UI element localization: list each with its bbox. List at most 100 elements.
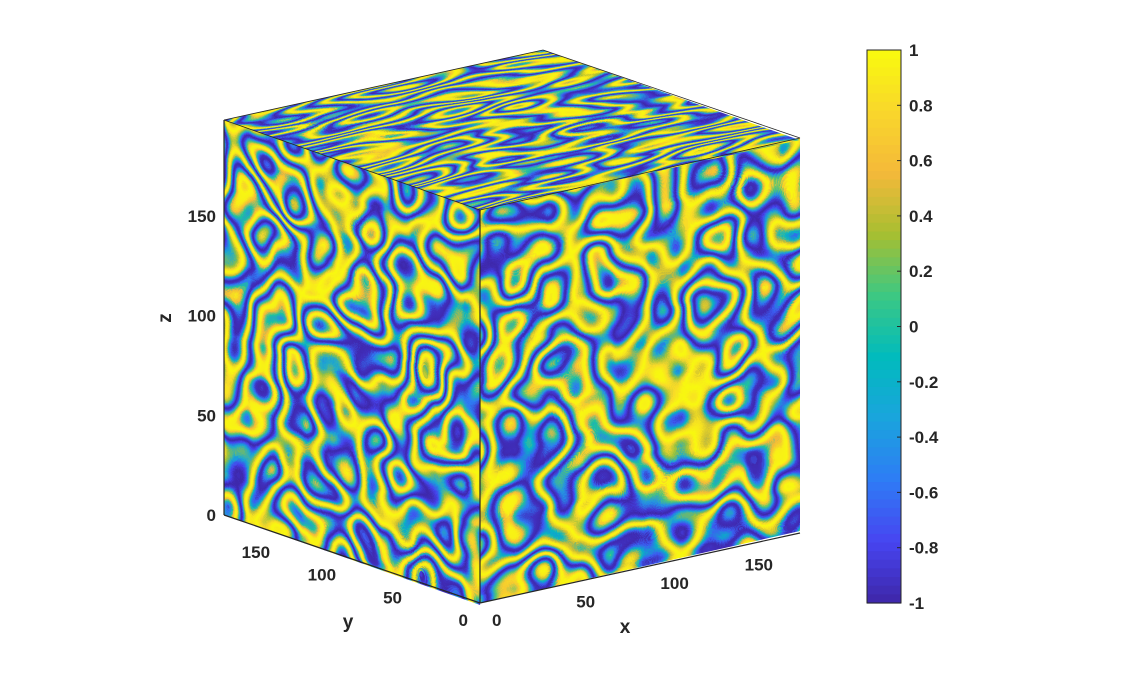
colorbar-swatch [867, 266, 901, 276]
colorbar-swatch [867, 67, 901, 77]
colorbar-swatch [867, 110, 901, 120]
colorbar-swatch [867, 343, 901, 354]
x-tick-label: 100 [660, 574, 688, 593]
colorbar-swatch [867, 50, 901, 60]
colorbar-swatch [867, 525, 901, 535]
y-tick-label: 100 [308, 566, 336, 585]
z-tick-label: 100 [188, 307, 216, 326]
colorbar-swatch [867, 352, 901, 362]
colorbar-swatch [867, 127, 901, 138]
colorbar-swatch [867, 335, 901, 345]
face-top-z [224, 49, 800, 210]
colorbar-swatch [867, 179, 901, 189]
y-tick-label: 150 [242, 543, 270, 562]
colorbar-swatch [867, 75, 901, 86]
colorbar-swatch [867, 499, 901, 509]
colorbar: 1 0.8 0.6 0.4 0.2 0 -0.2 -0.4 -0.6 -0.8 -1 [866, 41, 939, 613]
colorbar-tick-label: 1 [909, 41, 918, 60]
colorbar-swatch [867, 369, 901, 379]
colorbar-swatch [867, 309, 901, 319]
colorbar-swatch [867, 421, 901, 431]
colorbar-tick-label: -0.2 [909, 373, 938, 392]
colorbar-swatch [867, 291, 901, 302]
colorbar-swatch [867, 170, 901, 181]
colorbar-swatch [867, 386, 901, 397]
y-tick-label: 50 [383, 588, 402, 607]
z-tick-label: 50 [197, 406, 216, 425]
x-tick-label: 50 [576, 593, 595, 612]
colorbar-swatch [867, 240, 901, 250]
cube-edge [223, 119, 481, 211]
colorbar-swatch [867, 188, 901, 198]
colorbar-swatch [867, 551, 901, 561]
colorbar-tick-label: -0.8 [909, 539, 938, 558]
cube-edge [223, 49, 544, 121]
y-axis-label: y [343, 612, 354, 633]
cube-edge [479, 137, 801, 211]
colorbar-tick-label: -0.6 [909, 483, 938, 502]
colorbar-swatch [867, 93, 901, 103]
colorbar-swatch [867, 577, 901, 587]
cube-edge [223, 514, 481, 604]
colorbar-swatch [867, 84, 901, 94]
colorbar-swatch [867, 456, 901, 466]
axis-ticks: 0 50 100 150 0 50 100 150 0 50 100 150 [188, 207, 773, 630]
colorbar-swatch [867, 464, 901, 474]
colorbar-swatch [867, 507, 901, 518]
cube-edges [223, 49, 801, 604]
colorbar-swatch [867, 283, 901, 293]
colorbar-swatch [867, 533, 901, 544]
colorbar-swatch [867, 153, 901, 163]
colorbar-swatch [867, 568, 901, 578]
face-left-y [224, 120, 481, 606]
colorbar-swatch [867, 490, 901, 500]
colorbar-swatch [867, 395, 901, 405]
colorbar-tick-label: 0.8 [909, 96, 933, 115]
y-tick-label: 0 [459, 611, 468, 630]
colorbar-swatch [867, 274, 901, 284]
colorbar-swatch [867, 447, 901, 457]
colorbar-tick-label: -1 [909, 594, 924, 613]
colorbar-swatch [867, 257, 901, 267]
colorbar-tick-label: 0.6 [909, 152, 933, 171]
colorbar-swatch [867, 585, 901, 595]
colorbar-swatch [867, 326, 901, 336]
z-axis-label: z [155, 313, 176, 323]
colorbar-swatch [867, 248, 901, 258]
colorbar-swatch [867, 412, 901, 423]
colorbar-swatch [867, 378, 901, 388]
colorbar-swatch [867, 516, 901, 526]
z-tick-label: 150 [188, 207, 216, 226]
cube-faces [224, 49, 801, 606]
colorbar-swatch [867, 145, 901, 155]
colorbar-swatch [867, 222, 901, 233]
colorbar-swatch [867, 196, 901, 207]
colorbar-swatch [867, 119, 901, 129]
cube-edge [542, 49, 801, 139]
colorbar-swatch [867, 542, 901, 552]
colorbar-swatch [867, 404, 901, 414]
colorbar-swatch [867, 231, 901, 241]
z-tick-label: 0 [207, 506, 216, 525]
colorbar-swatch [867, 438, 901, 449]
colorbar-swatch [867, 430, 901, 440]
face-right-x [480, 137, 801, 604]
cube-edge [479, 532, 801, 604]
colorbar-swatch [867, 317, 901, 328]
x-tick-label: 150 [745, 556, 773, 575]
colorbar-swatch [867, 473, 901, 483]
colorbar-swatch [867, 205, 901, 215]
colorbar-swatch [867, 300, 901, 310]
colorbar-tick-label: 0 [909, 318, 918, 337]
colorbar-swatch [867, 361, 901, 371]
colorbar-swatch [867, 162, 901, 172]
x-tick-label: 0 [492, 611, 501, 630]
colorbar-swatch [867, 559, 901, 570]
colorbar-swatch [867, 101, 901, 112]
colorbar-swatch [867, 58, 901, 68]
colorbar-swatch [867, 136, 901, 146]
colorbar-swatch [867, 594, 901, 604]
colorbar-swatch [867, 482, 901, 492]
colorbar-tick-label: -0.4 [909, 428, 939, 447]
